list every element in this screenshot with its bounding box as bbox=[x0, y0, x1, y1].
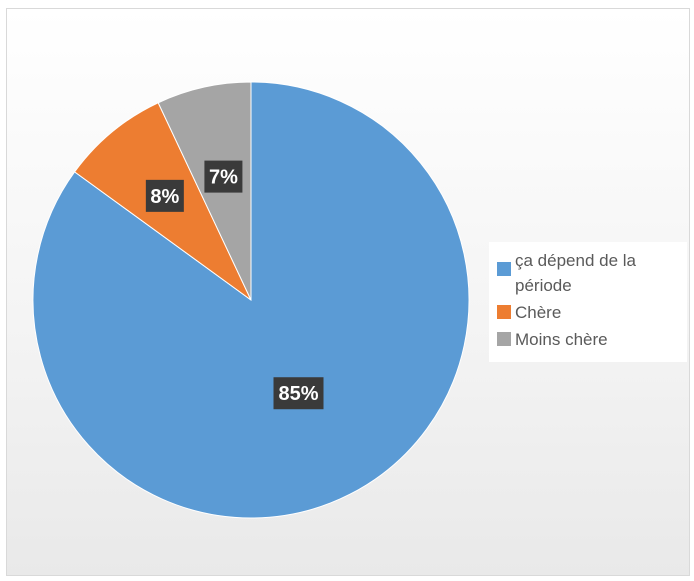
data-label-ca-depend: 85% bbox=[273, 377, 324, 410]
legend-label: ça dépend de la période bbox=[515, 251, 636, 295]
legend-item-chere: Chère bbox=[497, 300, 683, 325]
legend-swatch bbox=[497, 262, 511, 276]
legend-label: Chère bbox=[515, 303, 562, 322]
data-label-text: 85% bbox=[278, 383, 318, 405]
data-label-chere: 8% bbox=[145, 179, 184, 212]
data-label-box bbox=[273, 377, 324, 410]
data-label-box bbox=[145, 179, 184, 212]
data-label-text: 8% bbox=[150, 186, 179, 208]
legend-item-ca-depend: ça dépend de la période bbox=[497, 248, 683, 298]
legend-swatch bbox=[497, 332, 511, 346]
data-label-text: 7% bbox=[209, 167, 238, 189]
legend-item-moins-chere: Moins chère bbox=[497, 327, 683, 352]
legend: ça dépend de la période Chère Moins chèr… bbox=[489, 242, 687, 362]
pie-data-labels: 85% 8% 7% bbox=[145, 160, 324, 410]
legend-swatch bbox=[497, 305, 511, 319]
pie-slices bbox=[32, 81, 470, 519]
data-label-box bbox=[204, 160, 243, 193]
data-label-moins-chere: 7% bbox=[204, 160, 243, 193]
legend-label: Moins chère bbox=[515, 330, 608, 349]
